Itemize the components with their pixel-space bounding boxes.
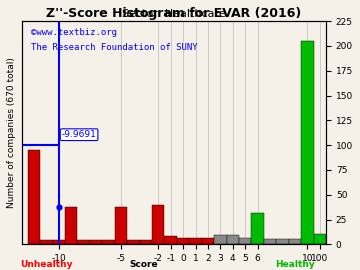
Bar: [202, 238, 214, 244]
Bar: [239, 238, 252, 244]
Text: Score: Score: [130, 260, 158, 269]
Bar: [165, 237, 177, 244]
Bar: [127, 240, 140, 244]
Bar: [77, 240, 90, 244]
Bar: [189, 238, 202, 244]
Bar: [252, 212, 264, 244]
Text: The Research Foundation of SUNY: The Research Foundation of SUNY: [31, 43, 197, 52]
Y-axis label: Number of companies (670 total): Number of companies (670 total): [7, 57, 16, 208]
Bar: [65, 207, 77, 244]
Bar: [314, 234, 326, 244]
Bar: [140, 240, 152, 244]
Bar: [152, 205, 165, 244]
Text: -9.9691: -9.9691: [62, 130, 96, 139]
Bar: [90, 240, 102, 244]
Bar: [177, 238, 189, 244]
Bar: [102, 240, 115, 244]
Bar: [301, 41, 314, 244]
Bar: [214, 235, 227, 244]
Text: ©www.textbiz.org: ©www.textbiz.org: [31, 28, 117, 37]
Bar: [115, 207, 127, 244]
Title: Z''-Score Histogram for EVAR (2016): Z''-Score Histogram for EVAR (2016): [46, 7, 301, 20]
Bar: [40, 240, 53, 244]
Bar: [264, 239, 276, 244]
Text: Sector: Healthcare: Sector: Healthcare: [122, 9, 226, 19]
Bar: [227, 235, 239, 244]
Bar: [289, 239, 301, 244]
Bar: [276, 239, 289, 244]
Bar: [28, 150, 40, 244]
Bar: [53, 240, 65, 244]
Text: Unhealthy: Unhealthy: [21, 260, 73, 269]
Text: Healthy: Healthy: [275, 260, 315, 269]
